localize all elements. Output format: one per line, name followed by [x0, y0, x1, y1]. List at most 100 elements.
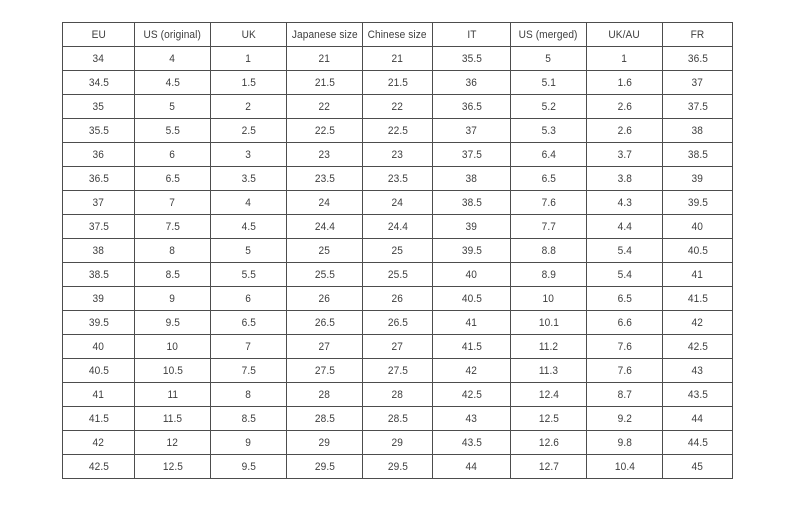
column-header-uk-au: UK/AU: [586, 22, 663, 47]
table-cell: 22.5: [362, 118, 433, 143]
table-cell: 22.5: [286, 118, 363, 143]
table-row: 35 5 2 22 22 36.5 5.2 2.6 37.5: [62, 94, 733, 119]
table-cell: 10.4: [586, 454, 663, 479]
table-cell: 8.5: [210, 406, 287, 431]
column-header-fr: FR: [662, 22, 733, 47]
table-cell: 41.5: [662, 286, 733, 311]
table-cell: 35: [62, 94, 135, 119]
table-cell: 41: [432, 310, 511, 335]
table-row: 42.5 12.5 9.5 29.5 29.5 44 12.7 10.4 45: [62, 454, 733, 479]
table-cell: 28.5: [286, 406, 363, 431]
table-cell: 37.5: [662, 94, 733, 119]
shoe-size-conversion-table: EU US (original) UK Japanese size Chinese si…: [62, 22, 733, 479]
table-row: 34 4 1 21 21 35.5 5 1 36.5: [62, 46, 733, 71]
table-cell: 27: [286, 334, 363, 359]
table-cell: 22: [362, 94, 433, 119]
table-cell: 41: [662, 262, 733, 287]
table-cell: 6.4: [510, 142, 587, 167]
table-cell: 23: [362, 142, 433, 167]
table-cell: 8.9: [510, 262, 587, 287]
table-cell: 28.5: [362, 406, 433, 431]
table-cell: 4.5: [134, 70, 211, 95]
table-row: 37 7 4 24 24 38.5 7.6 4.3 39.5: [62, 190, 733, 215]
table-cell: 25: [362, 238, 433, 263]
table-cell: 39.5: [662, 190, 733, 215]
table-cell: 25.5: [286, 262, 363, 287]
table-cell: 4: [134, 46, 211, 71]
table-cell: 1.6: [586, 70, 663, 95]
table-cell: 7.5: [210, 358, 287, 383]
table-cell: 10.5: [134, 358, 211, 383]
column-header-us-original: US (original): [134, 22, 211, 47]
table-row: 40.5 10.5 7.5 27.5 27.5 42 11.3 7.6 43: [62, 358, 733, 383]
table-row: 34.5 4.5 1.5 21.5 21.5 36 5.1 1.6 37: [62, 70, 733, 95]
table-row: 36.5 6.5 3.5 23.5 23.5 38 6.5 3.8 39: [62, 166, 733, 191]
table-cell: 38.5: [432, 190, 511, 215]
table-cell: 35.5: [62, 118, 135, 143]
table-cell: 36: [62, 142, 135, 167]
table-cell: 36.5: [662, 46, 733, 71]
size-conversion-table-container: EU US (original) UK Japanese size Chinese si…: [62, 22, 733, 479]
table-cell: 21.5: [286, 70, 363, 95]
table-cell: 8.7: [586, 382, 663, 407]
table-cell: 38: [62, 238, 135, 263]
table-cell: 36.5: [432, 94, 511, 119]
table-cell: 43: [662, 358, 733, 383]
table-cell: 3.5: [210, 166, 287, 191]
table-row: 41 11 8 28 28 42.5 12.4 8.7 43.5: [62, 382, 733, 407]
table-cell: 2: [210, 94, 287, 119]
table-cell: 9: [134, 286, 211, 311]
table-cell: 45: [662, 454, 733, 479]
table-cell: 29: [362, 430, 433, 455]
table-cell: 6.5: [586, 286, 663, 311]
table-cell: 21: [286, 46, 363, 71]
table-cell: 6.5: [134, 166, 211, 191]
table-cell: 1: [586, 46, 663, 71]
table-cell: 37.5: [432, 142, 511, 167]
table-cell: 38: [432, 166, 511, 191]
table-cell: 22: [286, 94, 363, 119]
table-cell: 9.2: [586, 406, 663, 431]
table-cell: 43: [432, 406, 511, 431]
table-cell: 10.1: [510, 310, 587, 335]
table-cell: 26.5: [362, 310, 433, 335]
table-cell: 34.5: [62, 70, 135, 95]
table-cell: 12: [134, 430, 211, 455]
table-cell: 43.5: [662, 382, 733, 407]
table-cell: 34: [62, 46, 135, 71]
table-cell: 3.8: [586, 166, 663, 191]
table-cell: 7.7: [510, 214, 587, 239]
table-cell: 6.6: [586, 310, 663, 335]
table-cell: 2.6: [586, 118, 663, 143]
table-cell: 42: [62, 430, 135, 455]
table-cell: 42: [662, 310, 733, 335]
table-cell: 24.4: [362, 214, 433, 239]
table-cell: 1.5: [210, 70, 287, 95]
table-cell: 11.5: [134, 406, 211, 431]
table-cell: 3.7: [586, 142, 663, 167]
table-cell: 24.4: [286, 214, 363, 239]
table-cell: 3: [210, 142, 287, 167]
table-cell: 6.5: [210, 310, 287, 335]
table-cell: 37: [432, 118, 511, 143]
table-cell: 5: [134, 94, 211, 119]
column-header-uk: UK: [210, 22, 287, 47]
table-cell: 8: [210, 382, 287, 407]
table-row: 38 8 5 25 25 39.5 8.8 5.4 40.5: [62, 238, 733, 263]
table-cell: 26: [286, 286, 363, 311]
table-cell: 10: [510, 286, 587, 311]
table-cell: 40.5: [432, 286, 511, 311]
table-cell: 37: [662, 70, 733, 95]
table-cell: 24: [286, 190, 363, 215]
table-cell: 8.8: [510, 238, 587, 263]
table-cell: 7.6: [586, 358, 663, 383]
table-cell: 42.5: [62, 454, 135, 479]
table-cell: 9.5: [134, 310, 211, 335]
table-cell: 12.7: [510, 454, 587, 479]
table-row: 39.5 9.5 6.5 26.5 26.5 41 10.1 6.6 42: [62, 310, 733, 335]
table-cell: 5.1: [510, 70, 587, 95]
table-cell: 39.5: [62, 310, 135, 335]
table-cell: 42.5: [662, 334, 733, 359]
table-cell: 41.5: [432, 334, 511, 359]
table-cell: 11.2: [510, 334, 587, 359]
